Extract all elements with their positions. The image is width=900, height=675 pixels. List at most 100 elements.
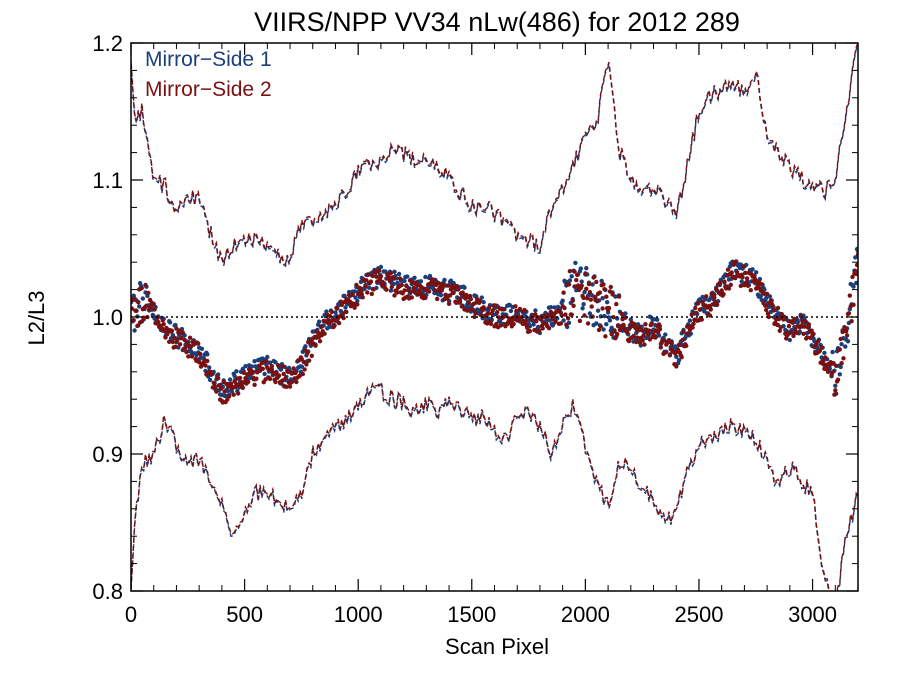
data-point	[533, 312, 538, 317]
data-point	[416, 288, 422, 293]
data-point	[681, 329, 686, 334]
data-point	[146, 290, 151, 296]
data-point	[778, 325, 783, 330]
data-point	[640, 338, 645, 343]
data-point	[601, 282, 606, 287]
data-point	[577, 318, 583, 324]
data-point	[830, 370, 835, 375]
data-point	[608, 284, 613, 290]
data-point	[602, 313, 607, 319]
data-point	[135, 323, 140, 329]
data-point	[669, 341, 674, 346]
data-point	[579, 283, 584, 288]
envelope-lines	[131, 43, 858, 591]
data-point	[572, 269, 577, 274]
data-point	[273, 379, 278, 385]
data-point	[603, 334, 608, 339]
data-point	[851, 302, 856, 307]
data-point	[173, 344, 178, 349]
data-point	[485, 311, 491, 316]
data-point	[520, 321, 525, 326]
data-point	[844, 329, 849, 334]
tick-labels: 0 500 1000 1500 2000 2500 3000 0.8 0.9 1.0 1.1 1.2	[92, 31, 837, 627]
data-point	[612, 328, 617, 333]
data-point	[313, 343, 318, 348]
data-point	[573, 260, 578, 266]
data-point	[335, 306, 340, 311]
data-point	[847, 293, 852, 298]
data-point	[371, 287, 376, 292]
data-point	[378, 274, 384, 279]
data-point	[446, 301, 452, 306]
data-point	[448, 287, 454, 292]
data-point	[177, 342, 183, 347]
data-point	[329, 309, 334, 314]
data-point	[423, 295, 428, 300]
data-point	[795, 319, 801, 325]
y-tick-label: 0.8	[92, 579, 123, 604]
data-point	[595, 308, 601, 313]
data-point	[676, 342, 682, 347]
data-point	[245, 372, 250, 377]
data-point	[776, 316, 782, 322]
data-point	[287, 384, 293, 389]
data-point	[472, 314, 477, 320]
data-point	[775, 305, 781, 311]
x-tick-label: 2000	[561, 602, 610, 627]
data-point	[240, 385, 245, 390]
data-point	[267, 360, 273, 365]
data-point	[386, 275, 392, 280]
data-point	[227, 377, 233, 382]
data-point	[839, 361, 844, 366]
data-point	[231, 392, 236, 397]
data-point	[563, 312, 568, 317]
data-point	[759, 297, 764, 303]
data-point	[380, 279, 385, 285]
y-tick-label: 1.0	[92, 305, 123, 330]
data-point	[531, 322, 536, 327]
data-point	[156, 319, 161, 325]
data-point	[594, 321, 599, 326]
data-point	[562, 305, 567, 311]
data-point	[446, 283, 451, 288]
data-point	[758, 293, 763, 299]
data-point	[788, 330, 793, 335]
data-point	[697, 307, 703, 312]
data-point	[279, 378, 285, 384]
data-point	[569, 312, 574, 317]
data-point	[791, 333, 796, 339]
data-point	[525, 325, 530, 330]
data-point	[280, 364, 285, 369]
data-point	[523, 318, 528, 324]
data-point	[144, 303, 149, 308]
data-point	[725, 267, 731, 272]
data-point	[579, 279, 584, 284]
data-point	[646, 328, 652, 333]
data-point	[641, 333, 646, 338]
data-point	[558, 321, 563, 326]
data-point	[806, 322, 812, 327]
data-point	[363, 284, 368, 289]
data-point	[854, 271, 858, 277]
data-point	[837, 347, 842, 352]
data-point	[350, 292, 355, 297]
data-point	[396, 271, 402, 277]
data-point	[445, 296, 450, 301]
data-point	[332, 323, 337, 328]
data-point	[306, 358, 312, 363]
data-point	[214, 389, 219, 394]
data-point	[614, 301, 619, 307]
data-point	[163, 335, 168, 340]
data-point	[300, 371, 305, 377]
data-point	[317, 339, 323, 344]
data-point	[309, 353, 314, 358]
data-point	[456, 296, 462, 301]
data-point	[457, 300, 463, 305]
data-point	[375, 279, 380, 284]
data-point	[263, 377, 268, 382]
data-point	[433, 288, 438, 293]
data-point	[370, 273, 375, 279]
data-point	[269, 364, 275, 369]
data-point	[397, 276, 403, 281]
